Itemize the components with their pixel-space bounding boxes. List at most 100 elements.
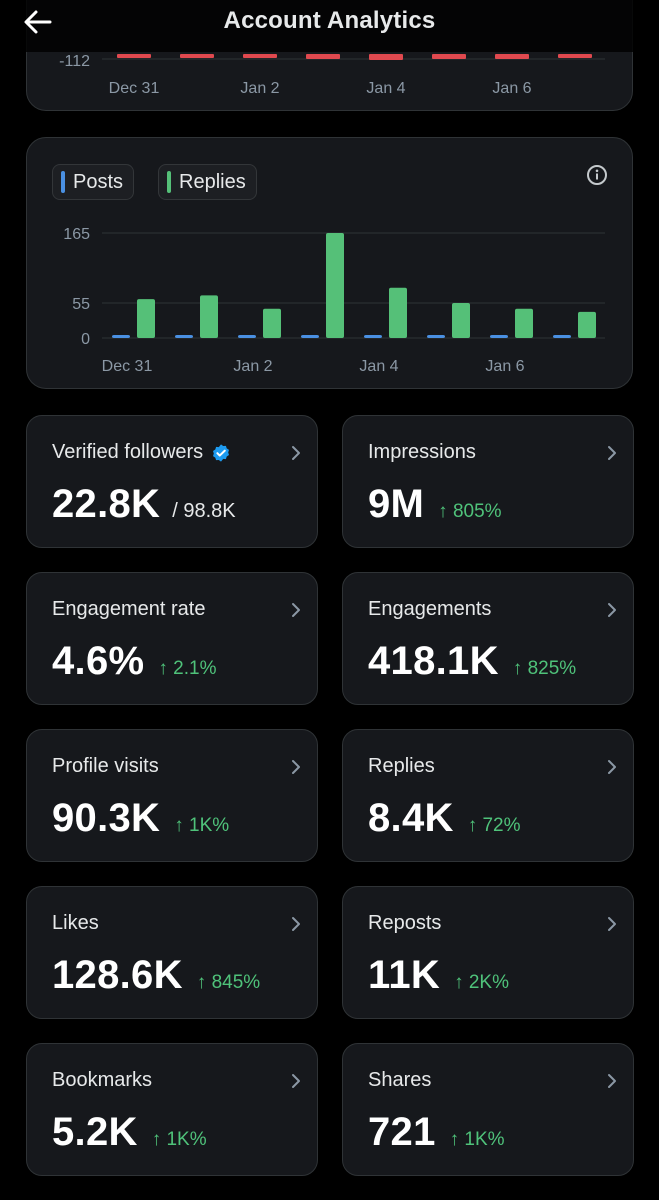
y-tick-label: 55 [72, 296, 90, 313]
metric-label: Reposts [368, 912, 442, 934]
metric-value: 418.1K [368, 639, 499, 683]
metric-card[interactable]: Engagements 418.1K ↑ 825% [342, 572, 634, 705]
legend-replies-toggle[interactable]: Replies [158, 164, 257, 200]
metric-value-row: 90.3K ↑ 1K% [52, 796, 229, 841]
metric-value: 128.6K [52, 953, 183, 997]
metric-label: Bookmarks [52, 1069, 153, 1091]
posts-bar [112, 335, 130, 338]
replies-swatch [167, 171, 172, 193]
metric-card[interactable]: Verified followers 22.8K / 98.8K [26, 415, 318, 548]
top-bar [495, 54, 529, 59]
legend-posts-toggle[interactable]: Posts [52, 164, 135, 200]
metric-card[interactable]: Engagement rate 4.6% ↑ 2.1% [26, 572, 318, 705]
info-icon[interactable] [586, 164, 608, 186]
metric-card[interactable]: Shares 721 ↑ 1K% [342, 1043, 634, 1176]
top-bar [180, 54, 214, 58]
metric-label: Replies [368, 755, 435, 777]
chevron-right-icon [292, 1074, 300, 1088]
metric-card[interactable]: Likes 128.6K ↑ 845% [26, 886, 318, 1019]
metric-value-row: 11K ↑ 2K% [368, 953, 509, 998]
top-bar [117, 54, 151, 58]
metric-label-row: Reposts [368, 912, 441, 935]
top-chart-bars [117, 54, 592, 60]
metric-value: 8.4K [368, 796, 454, 840]
top-bar [243, 54, 277, 58]
posts-replies-chart: 165 55 0 Dec 31 Jan 2 Jan 4 Jan 6 [63, 226, 605, 375]
metric-label-row: Shares [368, 1069, 431, 1092]
metric-label-row: Profile visits [52, 755, 159, 778]
posts-bar [364, 335, 382, 338]
metric-value-row: 721 ↑ 1K% [368, 1110, 505, 1155]
metric-label: Engagements [368, 598, 492, 620]
x-tick-label: Jan 2 [233, 358, 272, 375]
metric-value: 721 [368, 1110, 436, 1154]
chevron-right-icon [608, 446, 616, 460]
metric-label: Profile visits [52, 755, 159, 777]
metric-value-row: 8.4K ↑ 72% [368, 796, 521, 841]
chevron-right-icon [292, 603, 300, 617]
posts-bar [301, 335, 319, 338]
metric-label: Verified followers [52, 441, 204, 463]
chart-legend: Posts Replies [52, 164, 257, 200]
replies-bar [137, 299, 155, 338]
metric-change: ↑ 1K% [449, 1129, 505, 1150]
metric-value-row: 22.8K / 98.8K [52, 482, 236, 527]
metric-label: Shares [368, 1069, 432, 1091]
metric-label-row: Engagements [368, 598, 491, 621]
metric-card[interactable]: Impressions 9M ↑ 805% [342, 415, 634, 548]
x-tick-label: Dec 31 [102, 358, 153, 375]
metric-card[interactable]: Replies 8.4K ↑ 72% [342, 729, 634, 862]
metric-value: 9M [368, 482, 425, 526]
top-bar [306, 54, 340, 59]
top-x-label: Dec 31 [109, 80, 160, 97]
posts-bar [553, 335, 571, 338]
top-bar [432, 54, 466, 59]
metric-value-row: 128.6K ↑ 845% [52, 953, 260, 998]
replies-bar [515, 308, 533, 338]
replies-bar [263, 308, 281, 338]
metric-label-row: Verified followers [52, 441, 231, 464]
metric-card[interactable]: Bookmarks 5.2K ↑ 1K% [26, 1043, 318, 1176]
chevron-right-icon [292, 760, 300, 774]
metric-card[interactable]: Profile visits 90.3K ↑ 1K% [26, 729, 318, 862]
posts-bar [490, 335, 508, 338]
metric-label-row: Bookmarks [52, 1069, 152, 1092]
chevron-right-icon [608, 1074, 616, 1088]
metric-value-row: 418.1K ↑ 825% [368, 639, 576, 684]
posts-bar [427, 335, 445, 338]
metric-value: 22.8K [52, 482, 161, 526]
top-bar [558, 54, 592, 58]
replies-bar [200, 295, 218, 338]
posts-bar [175, 335, 193, 338]
y-tick-label: 165 [63, 226, 90, 243]
metric-value-row: 5.2K ↑ 1K% [52, 1110, 207, 1155]
metric-label-row: Replies [368, 755, 435, 778]
metric-label: Impressions [368, 441, 476, 463]
x-tick-label: Jan 6 [485, 358, 524, 375]
metric-value-row: 9M ↑ 805% [368, 482, 502, 527]
metric-label: Likes [52, 912, 99, 934]
legend-replies-label: Replies [179, 170, 246, 193]
posts-swatch [61, 171, 65, 193]
metric-change: ↑ 2.1% [158, 658, 217, 679]
metric-value: 5.2K [52, 1110, 138, 1154]
metric-card[interactable]: Reposts 11K ↑ 2K% [342, 886, 634, 1019]
replies-bar [578, 311, 596, 338]
page-title: Account Analytics [223, 7, 436, 34]
posts-replies-chart-card: 165 55 0 Dec 31 Jan 2 Jan 4 Jan 6 Posts Replie… [26, 137, 633, 389]
chevron-right-icon [608, 603, 616, 617]
back-arrow-icon[interactable] [22, 8, 54, 36]
top-bar [369, 54, 403, 60]
verified-badge-icon [213, 443, 230, 462]
metric-label-row: Likes [52, 912, 99, 935]
metric-value: 11K [368, 953, 441, 997]
metric-label-row: Impressions [368, 441, 476, 464]
top-chart: -112 Dec 31 Jan 2 Jan 4 Jan 6 [59, 53, 605, 97]
chevron-right-icon [608, 760, 616, 774]
metric-change: ↑ 845% [196, 972, 261, 993]
metric-value: 90.3K [52, 796, 161, 840]
legend-posts-label: Posts [73, 170, 124, 193]
metric-total: / 98.8K [172, 500, 236, 522]
replies-bar [326, 233, 344, 338]
metric-label: Engagement rate [52, 598, 206, 620]
